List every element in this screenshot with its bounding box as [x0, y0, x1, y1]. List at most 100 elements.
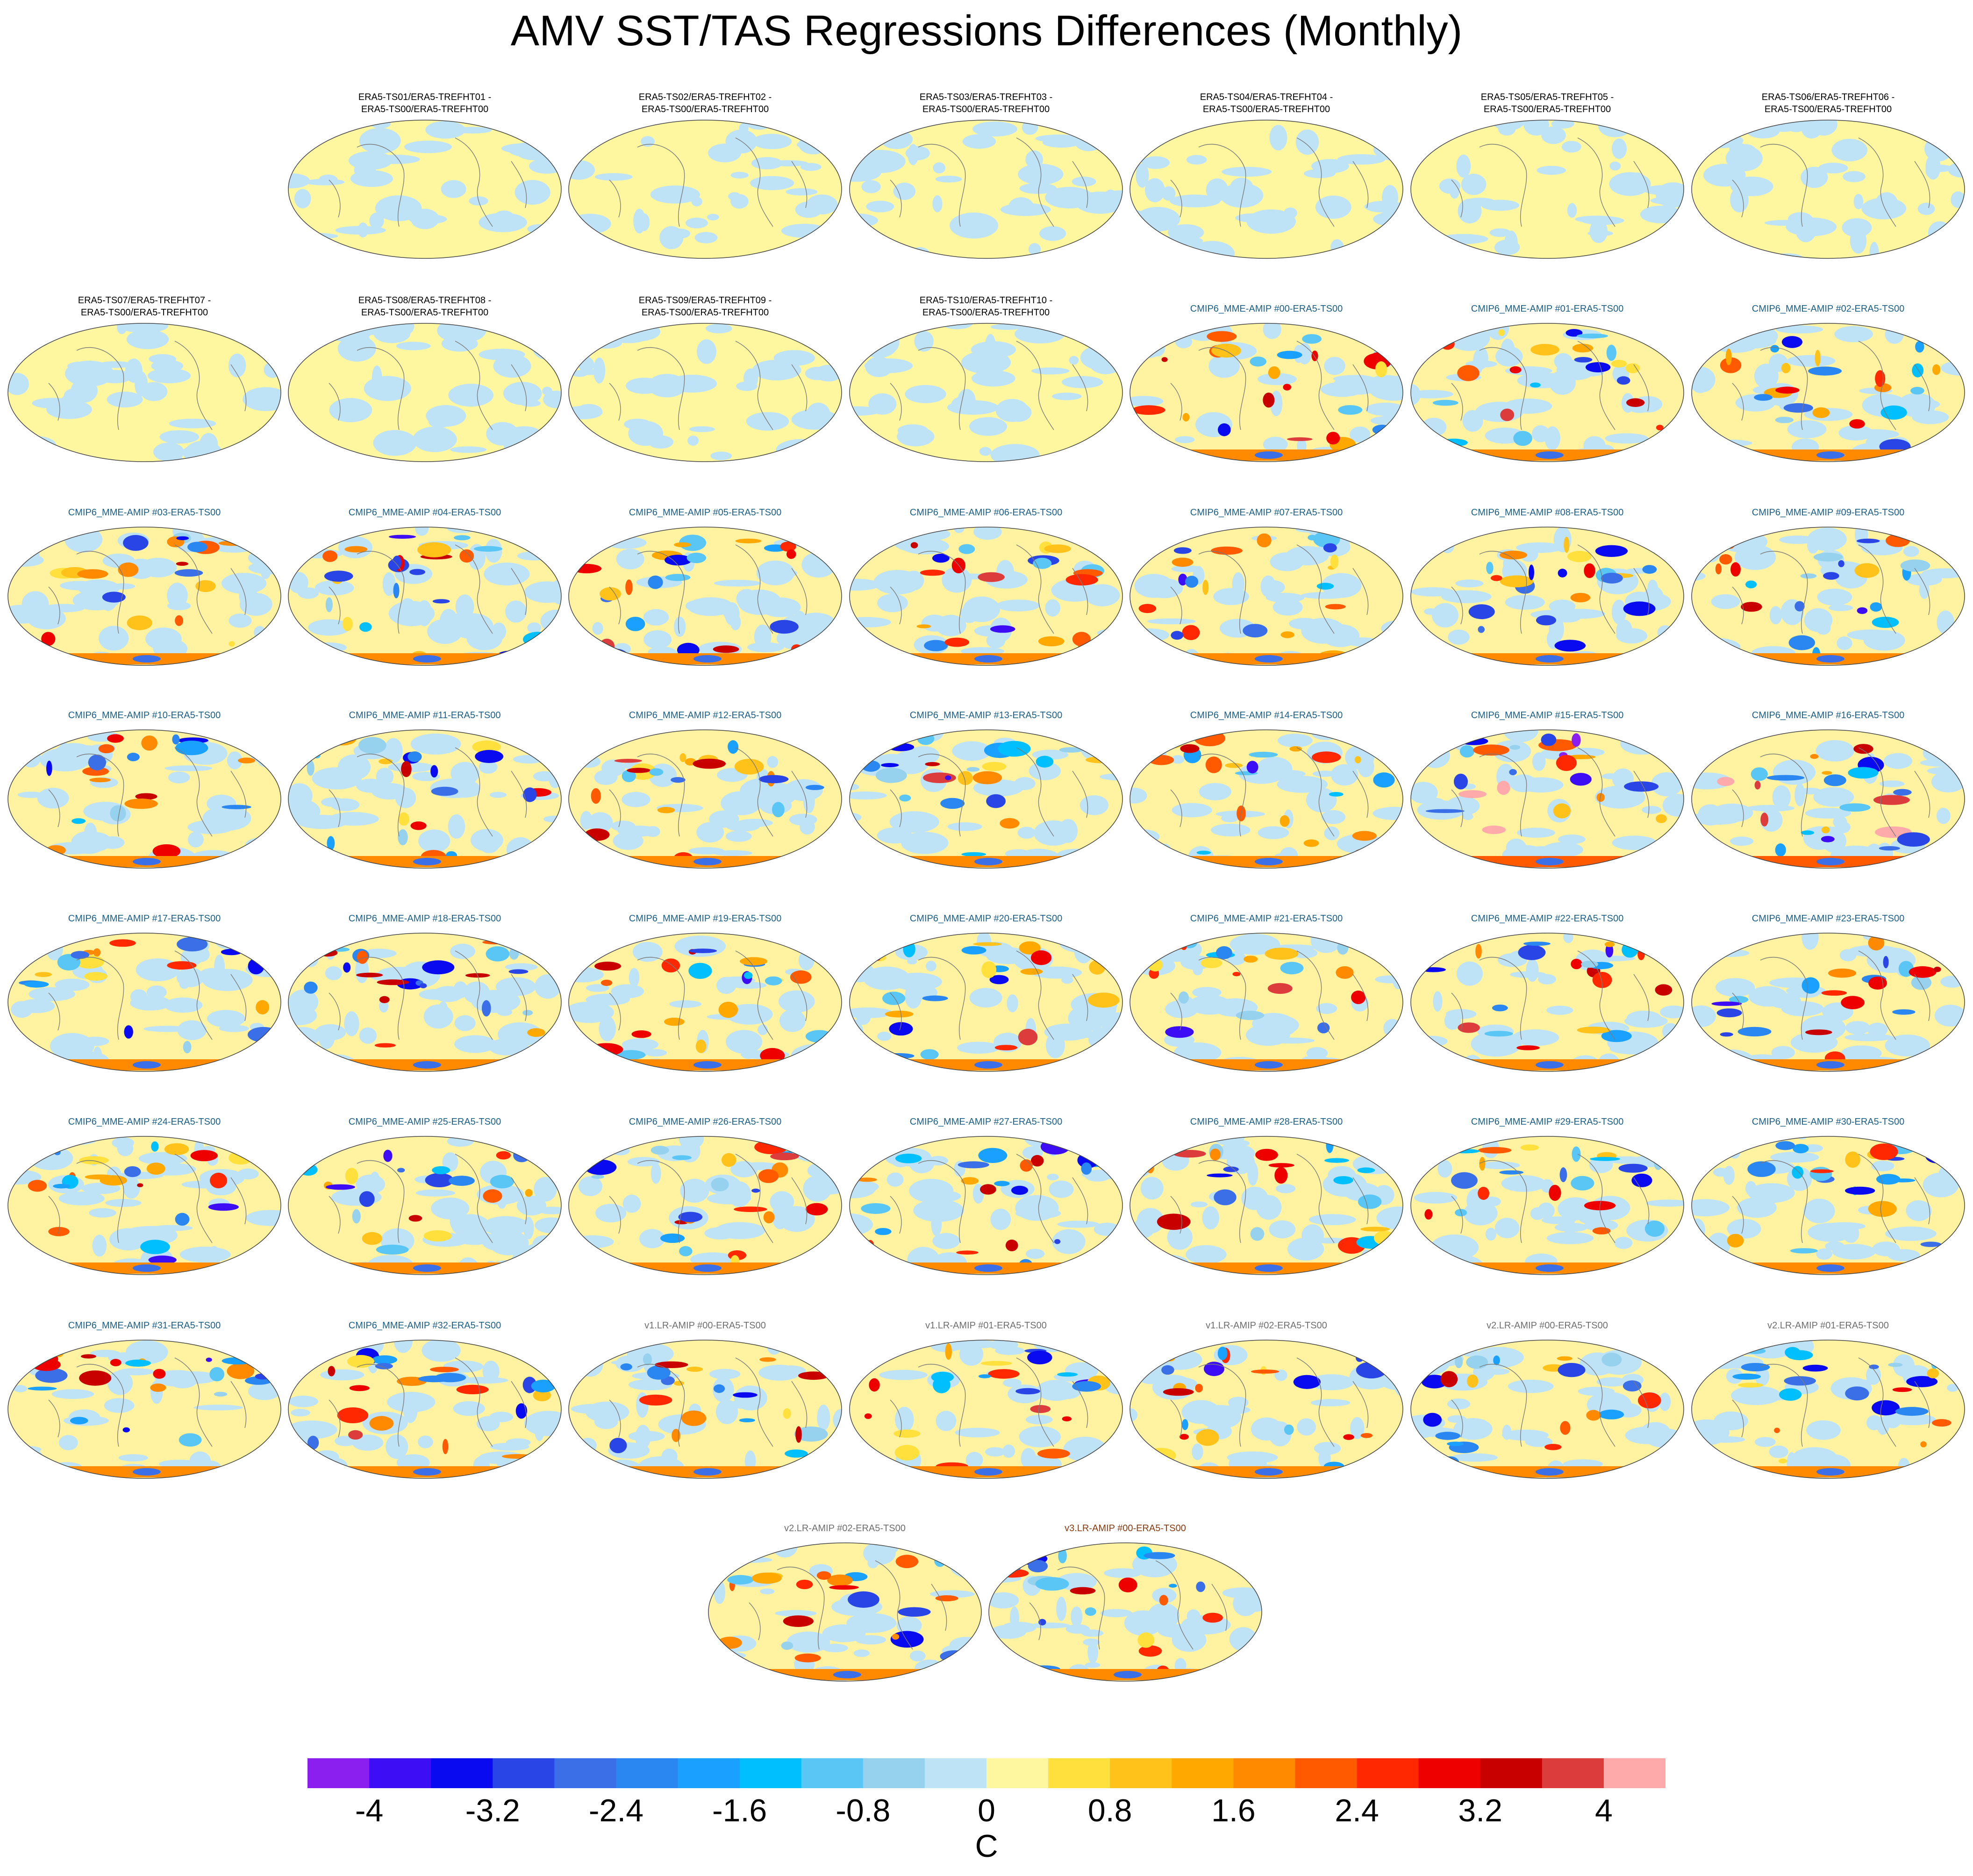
anomaly-patch [127, 753, 140, 762]
anomaly-patch [1171, 631, 1184, 640]
field-patch [1124, 1610, 1163, 1636]
field-patch [371, 173, 385, 182]
field-patch [224, 1025, 239, 1032]
anomaly-patch [1903, 855, 1931, 861]
map-outline [988, 1542, 1262, 1682]
anomaly-patch [342, 617, 353, 631]
anomaly-patch [1132, 405, 1165, 415]
field-patch [1411, 1141, 1431, 1148]
field-patch [1441, 590, 1492, 603]
anomaly-patch [124, 799, 158, 809]
field-patch [760, 412, 783, 420]
anomaly-patch [1812, 407, 1830, 418]
field-patch [1730, 323, 1751, 331]
anomaly-patch [533, 1389, 551, 1401]
field-patch [807, 648, 828, 656]
panel-title: CMIP6_MME-AMIP #05-ERA5-TS00 [567, 506, 843, 519]
field-patch [532, 241, 555, 258]
global-map [1691, 323, 1965, 462]
antarctic-patch [133, 1061, 161, 1069]
coastline [48, 544, 247, 634]
field-patch [337, 335, 376, 362]
field-patch [1660, 1006, 1684, 1019]
field-patch [1893, 1354, 1915, 1377]
map-outline [849, 527, 1123, 666]
field-patch [307, 120, 355, 133]
anomaly-patch [639, 1394, 672, 1406]
coastline [890, 1154, 1088, 1243]
field-patch [1140, 1177, 1164, 1200]
field-patch [221, 573, 267, 594]
field-patch [569, 241, 586, 258]
anomaly-patch [932, 554, 950, 563]
anomaly-patch [785, 1449, 808, 1458]
map-field [1692, 1340, 1965, 1478]
anomaly-patch [1202, 1612, 1223, 1623]
anomaly-patch [1925, 1147, 1949, 1163]
antarctic-patch [413, 1264, 441, 1272]
anomaly-patch [944, 637, 969, 647]
map-field [850, 933, 1122, 1071]
coastline [609, 747, 808, 837]
anomaly-patch [1077, 1141, 1108, 1158]
field-patch [1100, 1609, 1132, 1618]
anomaly-patch [1330, 554, 1339, 569]
field-patch [615, 323, 661, 342]
field-patch [1382, 185, 1398, 210]
colorbar-swatch [431, 1758, 493, 1788]
anomaly-patch [958, 544, 975, 554]
field-patch [1643, 845, 1660, 861]
field-patch [905, 146, 930, 160]
field-patch [1493, 1036, 1505, 1050]
anomaly-patch [1557, 1356, 1573, 1361]
anomaly-patch [1000, 818, 1020, 829]
coastline [329, 950, 527, 1040]
field-patch [1361, 120, 1399, 143]
field-patch [118, 323, 169, 333]
anomaly-patch [1595, 545, 1628, 557]
field-patch [1928, 221, 1952, 244]
field-patch [1808, 1223, 1855, 1242]
anomaly-patch [24, 981, 49, 988]
field-patch [1083, 120, 1107, 132]
field-patch [578, 1176, 603, 1196]
anomaly-patch [1656, 425, 1664, 431]
anomaly-patch [994, 1045, 1017, 1050]
anomaly-patch [631, 1030, 651, 1038]
field-patch [273, 359, 281, 369]
anomaly-patch [1823, 774, 1846, 786]
colorbar-tick-label: -4 [355, 1793, 384, 1828]
anomaly-patch [218, 540, 250, 546]
map-outline [1129, 933, 1403, 1072]
anomaly-patch [1558, 1362, 1586, 1377]
field-patch [1082, 1063, 1093, 1071]
map-panel: CMIP6_MME-AMIP #29-ERA5-TS00 [1409, 1107, 1685, 1290]
anomaly-patch [1626, 398, 1645, 407]
colorbar-unit-label: C [975, 1828, 998, 1864]
field-patch [1516, 827, 1555, 838]
colorbar-swatch [1603, 1758, 1666, 1788]
field-patch [952, 741, 992, 761]
anomaly-patch [102, 592, 126, 603]
field-patch [1665, 140, 1684, 157]
field-patch [909, 1068, 948, 1071]
field-patch [1018, 164, 1064, 185]
field-patch [413, 427, 457, 452]
field-patch [896, 1616, 922, 1634]
anomaly-patch [1138, 1645, 1162, 1657]
field-patch [549, 770, 561, 788]
field-patch [380, 323, 415, 338]
anomaly-patch [1435, 1432, 1460, 1440]
field-patch [1457, 961, 1483, 986]
field-patch [1494, 1218, 1520, 1239]
map-outline [1691, 527, 1965, 666]
anomaly-patch [505, 735, 536, 745]
map-outline [288, 933, 562, 1072]
map-outline [7, 323, 281, 462]
colorbar-swatch [1480, 1758, 1543, 1788]
panel-title-line: ERA5-TS00/ERA5-TREFHT00 [922, 104, 1050, 114]
colorbar-tick-label: 3.2 [1458, 1793, 1502, 1828]
field-patch [207, 794, 236, 813]
map-outline [568, 120, 842, 259]
anomaly-patch [523, 787, 537, 802]
